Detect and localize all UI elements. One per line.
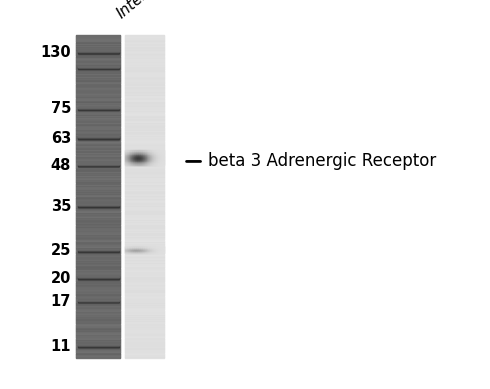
Text: 63: 63 (51, 131, 71, 145)
Text: 130: 130 (40, 45, 71, 60)
Text: Intestine: Intestine (114, 0, 175, 21)
Text: 11: 11 (50, 339, 71, 354)
Text: 48: 48 (50, 158, 71, 173)
Text: 25: 25 (50, 244, 71, 258)
Text: 35: 35 (50, 199, 71, 214)
Text: beta 3 Adrenergic Receptor: beta 3 Adrenergic Receptor (208, 152, 437, 170)
Text: 20: 20 (50, 271, 71, 286)
Text: 75: 75 (50, 102, 71, 116)
Text: 17: 17 (50, 294, 71, 309)
